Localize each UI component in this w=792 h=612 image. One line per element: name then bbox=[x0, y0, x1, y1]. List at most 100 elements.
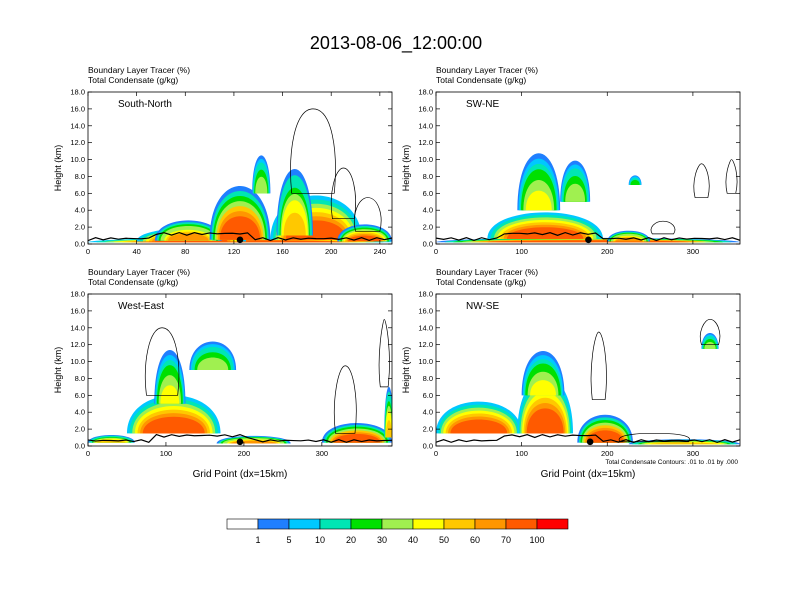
x-tick-label: 0 bbox=[434, 449, 438, 458]
cross-section-panel-4: Boundary Layer Tracer (%)Total Condensat… bbox=[401, 267, 741, 480]
y-tick-label: 6.0 bbox=[423, 189, 433, 198]
y-tick-label: 18.0 bbox=[70, 88, 85, 97]
y-tick-label: 14.0 bbox=[70, 121, 85, 130]
tracer-contour-band bbox=[160, 385, 180, 404]
panel-subtitle-line: Total Condensate (g/kg) bbox=[436, 277, 526, 287]
y-axis-label: Height (km) bbox=[401, 347, 411, 394]
colorbar-swatch bbox=[350, 518, 383, 530]
tracer-contour-band bbox=[145, 420, 203, 434]
x-tick-label: 200 bbox=[238, 449, 251, 458]
y-tick-label: 14.0 bbox=[70, 323, 85, 332]
x-tick-label: 200 bbox=[601, 247, 614, 256]
tracer-contour-band bbox=[255, 180, 267, 194]
panel-subtitle-line: Total Condensate (g/kg) bbox=[436, 75, 526, 85]
section-label: NW-SE bbox=[466, 301, 499, 312]
colorbar-swatch bbox=[536, 518, 569, 530]
plot-frame bbox=[435, 293, 741, 447]
y-tick-label: 4.0 bbox=[75, 206, 85, 215]
y-tick-label: 16.0 bbox=[70, 306, 85, 315]
section-label: South-North bbox=[118, 99, 172, 110]
y-tick-label: 6.0 bbox=[423, 391, 433, 400]
y-tick-label: 0.0 bbox=[423, 240, 433, 249]
panel-subtitle-line: Boundary Layer Tracer (%) bbox=[88, 65, 190, 75]
x-tick-label: 300 bbox=[687, 449, 700, 458]
tracer-contour-band bbox=[631, 181, 639, 185]
condensate-contour bbox=[378, 318, 390, 388]
y-tick-label: 8.0 bbox=[75, 374, 85, 383]
colorbar-swatch bbox=[288, 518, 321, 530]
y-tick-label: 2.0 bbox=[75, 425, 85, 434]
section-label: West-East bbox=[118, 301, 164, 312]
colorbar-label: 1 bbox=[255, 535, 260, 545]
condensate-contour bbox=[590, 331, 607, 400]
tracer-contour-band bbox=[525, 190, 552, 211]
plot-frame bbox=[435, 91, 741, 245]
condensate-contour bbox=[290, 108, 336, 194]
location-marker bbox=[236, 438, 244, 446]
tracer-contour-band bbox=[528, 413, 563, 434]
x-tick-label: 0 bbox=[86, 449, 90, 458]
panel-subtitle-line: Total Condensate (g/kg) bbox=[88, 75, 178, 85]
tracer-contour-band bbox=[198, 360, 227, 370]
y-axis-label: Height (km) bbox=[53, 145, 63, 192]
tracer-contour-band bbox=[221, 221, 259, 240]
y-tick-label: 6.0 bbox=[75, 391, 85, 400]
condensate-contour bbox=[354, 197, 382, 232]
colorbar-label: 70 bbox=[501, 535, 511, 545]
x-axis-label: Grid Point (dx=15km) bbox=[193, 469, 288, 480]
section-label: SW-NE bbox=[466, 99, 499, 110]
terrain-line bbox=[88, 231, 392, 242]
x-tick-label: 100 bbox=[160, 449, 173, 458]
terrain-line bbox=[436, 231, 740, 242]
colorbar-swatch bbox=[443, 518, 476, 530]
x-tick-label: 240 bbox=[374, 247, 387, 256]
location-marker bbox=[236, 236, 244, 244]
colorbar-swatch bbox=[257, 518, 290, 530]
y-tick-label: 18.0 bbox=[70, 290, 85, 299]
cross-section-panel-1: Boundary Layer Tracer (%)Total Condensat… bbox=[53, 65, 393, 256]
contour-footnote: Total Condensate Contours: .01 to .01 by… bbox=[605, 459, 738, 466]
tracer-field bbox=[88, 341, 392, 444]
tracer-contour-band bbox=[168, 233, 209, 241]
colorbar-swatch bbox=[226, 518, 259, 530]
panel-subtitle-line: Boundary Layer Tracer (%) bbox=[436, 267, 538, 277]
x-tick-label: 80 bbox=[181, 247, 189, 256]
tracer-contour-band bbox=[566, 187, 585, 202]
tracer-field bbox=[436, 153, 740, 243]
x-tick-label: 100 bbox=[515, 247, 528, 256]
colorbar-swatch bbox=[381, 518, 414, 530]
figure-title: 2013-08-06_12:00:00 bbox=[309, 33, 483, 53]
colorbar-label: 50 bbox=[439, 535, 449, 545]
x-tick-label: 0 bbox=[434, 247, 438, 256]
y-tick-label: 16.0 bbox=[418, 104, 433, 113]
y-tick-label: 0.0 bbox=[423, 442, 433, 451]
y-tick-label: 10.0 bbox=[70, 357, 85, 366]
location-marker bbox=[585, 236, 592, 244]
y-tick-label: 0.0 bbox=[75, 442, 85, 451]
tracer-contour-band bbox=[283, 212, 306, 236]
location-marker bbox=[586, 438, 594, 446]
colorbar-label: 5 bbox=[286, 535, 291, 545]
x-tick-label: 0 bbox=[86, 247, 90, 256]
tracer-contour-band bbox=[452, 422, 505, 434]
y-tick-label: 16.0 bbox=[70, 104, 85, 113]
y-tick-label: 10.0 bbox=[418, 155, 433, 164]
x-axis-label: Grid Point (dx=15km) bbox=[541, 469, 636, 480]
colorbar-swatch bbox=[319, 518, 352, 530]
y-tick-label: 2.0 bbox=[75, 223, 85, 232]
x-tick-label: 300 bbox=[687, 247, 700, 256]
y-tick-label: 8.0 bbox=[75, 172, 85, 181]
y-tick-label: 8.0 bbox=[423, 172, 433, 181]
panel-subtitle-line: Boundary Layer Tracer (%) bbox=[88, 267, 190, 277]
x-tick-label: 300 bbox=[316, 449, 329, 458]
y-tick-label: 4.0 bbox=[75, 408, 85, 417]
condensate-contour bbox=[618, 432, 690, 443]
colorbar-label: 100 bbox=[529, 535, 544, 545]
y-tick-label: 4.0 bbox=[423, 408, 433, 417]
y-tick-label: 0.0 bbox=[75, 240, 85, 249]
y-tick-label: 12.0 bbox=[70, 340, 85, 349]
colorbar-label: 60 bbox=[470, 535, 480, 545]
colorbar-legend: 1 5 10 20 30 40 50 60 70 100 bbox=[226, 518, 569, 545]
y-tick-label: 2.0 bbox=[423, 425, 433, 434]
